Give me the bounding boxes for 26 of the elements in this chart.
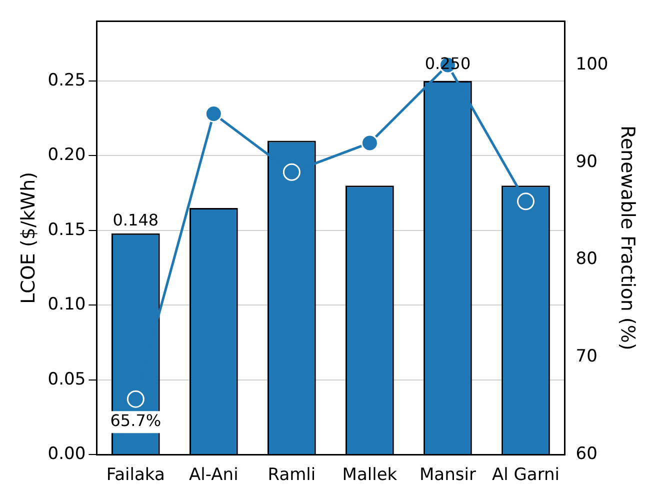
y-tick-label: 0.05	[48, 369, 86, 390]
data-label: 0.148	[112, 210, 159, 230]
x-tick-label: Al Garni	[492, 465, 560, 486]
y2-axis-title: Renewable Fraction (%)	[616, 126, 639, 350]
data-label: 65.7%	[110, 411, 162, 430]
point	[204, 104, 222, 122]
point	[126, 390, 144, 408]
point	[360, 134, 378, 152]
y2-tick-label: 60	[576, 444, 598, 464]
x-tick-label: Ramli	[268, 465, 316, 486]
y-tick-label: 0.20	[48, 145, 86, 166]
y-tick-label: 0.00	[48, 444, 86, 464]
y2-tick-label: 70	[576, 346, 598, 367]
y-tick-label: 0.10	[48, 294, 86, 315]
x-tick-label: Mallek	[342, 465, 398, 486]
point	[516, 192, 534, 210]
y-tick-label: 0.25	[48, 70, 86, 90]
x-tick-label: Failaka	[106, 465, 165, 486]
y2-tick-label: 80	[576, 249, 598, 270]
y2-tick-label: 100	[576, 54, 608, 74]
y2-tick-label: 90	[576, 152, 598, 172]
x-tick-label: Al-Ani	[189, 465, 238, 486]
y-axis-title: LCOE ($/kWh)	[17, 172, 40, 304]
y-tick-label: 0.15	[48, 220, 86, 240]
point	[282, 163, 300, 181]
x-tick-label: Mansir	[420, 465, 476, 486]
